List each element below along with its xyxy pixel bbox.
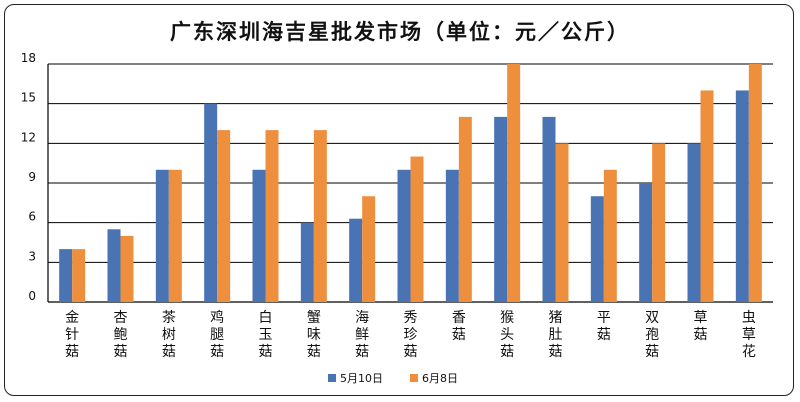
x-tick-label: 猴头菇 — [500, 310, 514, 360]
legend-swatch — [328, 374, 336, 382]
x-tick-label: 秀珍菇 — [404, 310, 418, 360]
legend-label: 5月10日 — [340, 372, 383, 385]
bar-jun8 — [313, 130, 327, 302]
x-tick-label: 草菇 — [694, 310, 708, 343]
bar-may10 — [204, 103, 218, 303]
bar-may10 — [59, 249, 73, 302]
bar-may10 — [494, 116, 508, 302]
x-tick-label: 双孢菇 — [645, 310, 659, 360]
x-tick-label: 茶树菇 — [162, 310, 176, 360]
bar-jun8 — [362, 196, 376, 302]
bar-may10 — [735, 90, 749, 302]
bar-may10 — [252, 169, 266, 302]
bar-may10 — [349, 218, 363, 302]
bar-jun8 — [217, 130, 231, 302]
bar-jun8 — [168, 169, 182, 302]
y-tick-label: 6 — [28, 210, 36, 224]
bar-may10 — [542, 116, 556, 302]
x-tick-label: 平菇 — [597, 310, 611, 343]
y-tick-label: 3 — [28, 249, 36, 263]
bar-jun8 — [603, 169, 617, 302]
bar-may10 — [155, 169, 169, 302]
bar-may10 — [397, 169, 411, 302]
y-tick-label: 9 — [28, 170, 36, 184]
y-tick-label: 12 — [21, 130, 36, 144]
bar-may10 — [107, 229, 121, 302]
bar-may10 — [687, 143, 701, 302]
bar-may10 — [590, 196, 604, 302]
legend-label: 6月8日 — [422, 372, 458, 385]
legend-swatch — [410, 374, 418, 382]
bar-may10 — [300, 222, 314, 302]
bar-jun8 — [120, 235, 134, 302]
x-tick-label: 虫草花 — [742, 310, 756, 360]
bar-may10 — [639, 183, 653, 302]
y-tick-label: 18 — [21, 51, 36, 65]
x-tick-label: 鸡腿菇 — [210, 309, 224, 360]
chart-title: 广东深圳海吉星批发市场（单位：元／公斤） — [170, 20, 630, 44]
bar-jun8 — [458, 116, 472, 302]
y-tick-label: 0 — [28, 289, 36, 303]
x-tick-label: 海鲜菇 — [355, 310, 369, 360]
x-tick-label: 蟹味菇 — [307, 310, 321, 360]
bar-jun8 — [700, 90, 714, 302]
x-tick-label: 白玉菇 — [259, 310, 273, 360]
bar-jun8 — [652, 143, 666, 302]
bar-may10 — [445, 169, 459, 302]
x-tick-label: 金针菇 — [65, 310, 79, 360]
x-tick-label: 猪肚菇 — [549, 310, 563, 360]
y-tick-label: 15 — [21, 91, 36, 105]
bar-jun8 — [265, 130, 279, 302]
bar-jun8 — [72, 249, 86, 302]
bar-jun8 — [555, 143, 569, 302]
x-tick-label: 香菇 — [452, 310, 466, 343]
bar-jun8 — [748, 64, 762, 302]
x-tick-label: 杏鲍菇 — [114, 310, 128, 360]
bar-jun8 — [410, 156, 424, 302]
bar-jun8 — [507, 64, 521, 302]
